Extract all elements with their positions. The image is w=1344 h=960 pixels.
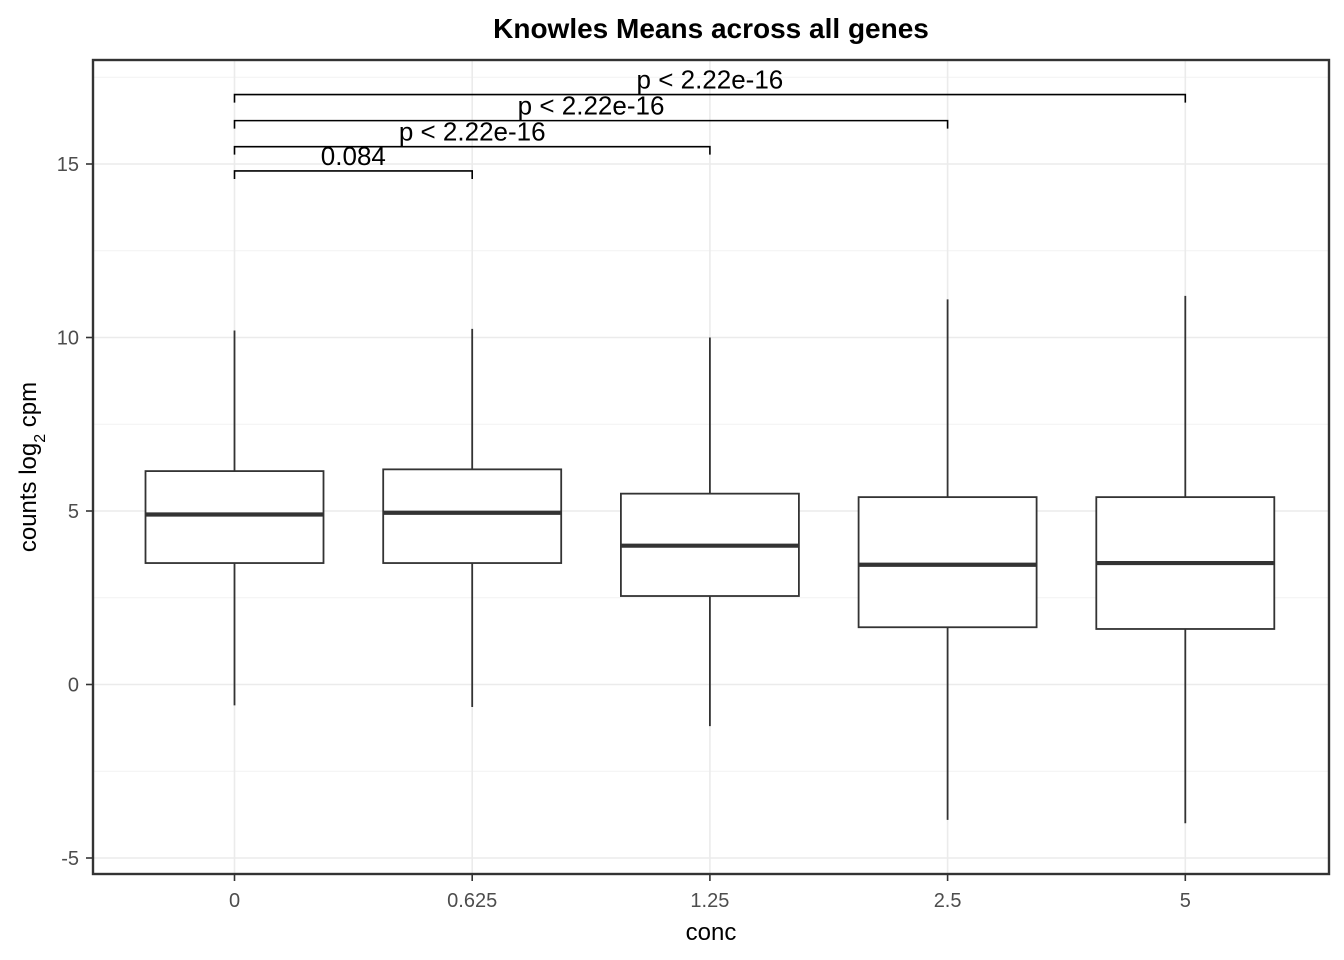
- x-tick-label: 0: [229, 890, 240, 912]
- comparison-bracket: [233, 93, 1187, 103]
- y-axis-title: counts log2 cpm: [15, 382, 49, 552]
- box-0.625: [382, 328, 563, 708]
- comparison-label: p < 2.22e-16: [399, 117, 546, 147]
- comparison-label: 0.084: [321, 141, 386, 171]
- box-1.25: [620, 337, 800, 727]
- y-axis-title-tail: cpm: [15, 382, 42, 434]
- box-iqr: [144, 470, 325, 564]
- x-tick-label: 0.625: [447, 890, 497, 912]
- y-tick-label: 15: [57, 154, 79, 176]
- y-tick-label: 5: [68, 501, 79, 523]
- comparison-bracket: [233, 119, 949, 129]
- x-axis-title: conc: [686, 919, 737, 946]
- box-0: [144, 330, 325, 706]
- x-tick-label: 1.25: [690, 890, 729, 912]
- box-5: [1095, 295, 1276, 824]
- y-tick-label: 10: [57, 328, 79, 350]
- comparison-label: p < 2.22e-16: [637, 65, 784, 95]
- comparison-0-vs-5: p < 2.22e-16: [233, 65, 1187, 103]
- y-tick-label: 0: [68, 675, 79, 697]
- comparison-0-vs-2.5: p < 2.22e-16: [233, 91, 949, 129]
- grid-lines: [93, 60, 1329, 874]
- x-axis-ticks: 0 0.625 1.25 2.5 5: [229, 874, 1191, 912]
- comparison-0-vs-1.25: p < 2.22e-16: [233, 117, 711, 155]
- box-iqr: [857, 496, 1038, 629]
- x-tick-label: 5: [1180, 890, 1191, 912]
- comparison-bracket: [233, 145, 711, 155]
- chart-title: Knowles Means across all genes: [493, 13, 929, 44]
- y-axis-title-main: counts log: [15, 443, 42, 552]
- box-series: [144, 295, 1276, 824]
- box-iqr: [382, 468, 563, 564]
- y-axis-title-subscript: 2: [32, 434, 49, 443]
- x-tick-label: 2.5: [934, 890, 962, 912]
- box-2.5: [857, 299, 1038, 820]
- y-axis-ticks: -5 0 5 10 15: [57, 154, 93, 870]
- panel-border: [91, 58, 1331, 876]
- comparison-label: p < 2.22e-16: [518, 91, 665, 121]
- y-tick-label: -5: [61, 848, 79, 870]
- comparison-bracket: [233, 170, 473, 179]
